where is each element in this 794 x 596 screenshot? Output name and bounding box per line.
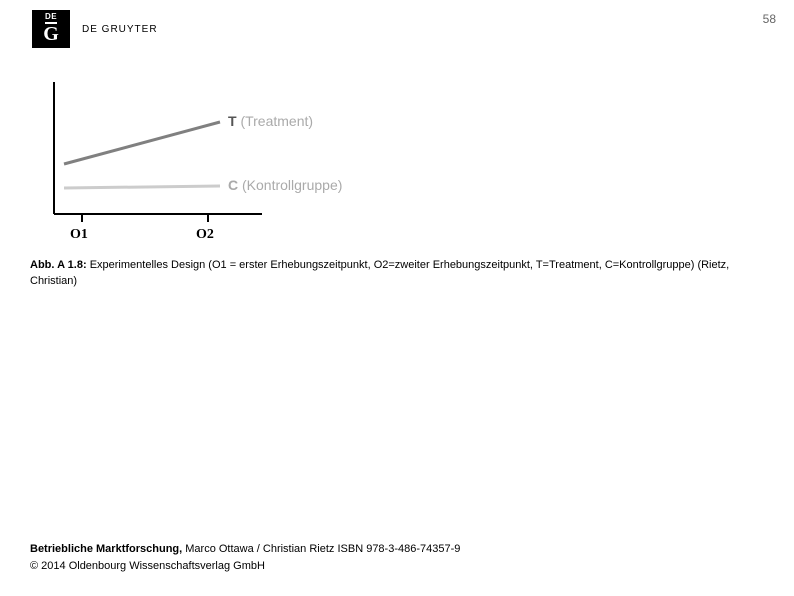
caption-label: Abb. A 1.8: xyxy=(30,259,87,271)
tick-o1-label: O1 xyxy=(70,227,88,242)
footer: Betriebliche Marktforschung, Marco Ottaw… xyxy=(30,541,460,574)
figure-caption: Abb. A 1.8: Experimentelles Design (O1 =… xyxy=(30,258,750,290)
publisher-logo: DE G xyxy=(32,10,70,48)
treatment-line xyxy=(64,122,220,164)
logo-g-text: G xyxy=(43,24,59,44)
control-label: C (Kontrollgruppe) xyxy=(228,177,342,193)
footer-authors-isbn: Marco Ottawa / Christian Rietz ISBN 978-… xyxy=(182,543,460,555)
experimental-design-chart: T (Treatment) C (Kontrollgruppe) O1 O2 xyxy=(30,78,390,248)
publisher-name: DE GRUYTER xyxy=(82,24,158,35)
control-label-rest: (Kontrollgruppe) xyxy=(238,177,342,193)
footer-copyright: © 2014 Oldenbourg Wissenschaftsverlag Gm… xyxy=(30,558,460,575)
control-line xyxy=(64,186,220,188)
treatment-label-rest: (Treatment) xyxy=(237,113,314,129)
control-label-bold: C xyxy=(228,177,238,193)
treatment-label: T (Treatment) xyxy=(228,113,313,129)
header: DE G DE GRUYTER xyxy=(32,10,158,48)
page-number: 58 xyxy=(763,12,776,26)
chart-svg: T (Treatment) C (Kontrollgruppe) O1 O2 xyxy=(30,78,390,248)
logo-de-text: DE xyxy=(45,10,57,21)
caption-text: Experimentelles Design (O1 = erster Erhe… xyxy=(30,259,729,287)
footer-book-title: Betriebliche Marktforschung, xyxy=(30,543,182,555)
tick-o2-label: O2 xyxy=(196,227,214,242)
footer-line-1: Betriebliche Marktforschung, Marco Ottaw… xyxy=(30,541,460,558)
